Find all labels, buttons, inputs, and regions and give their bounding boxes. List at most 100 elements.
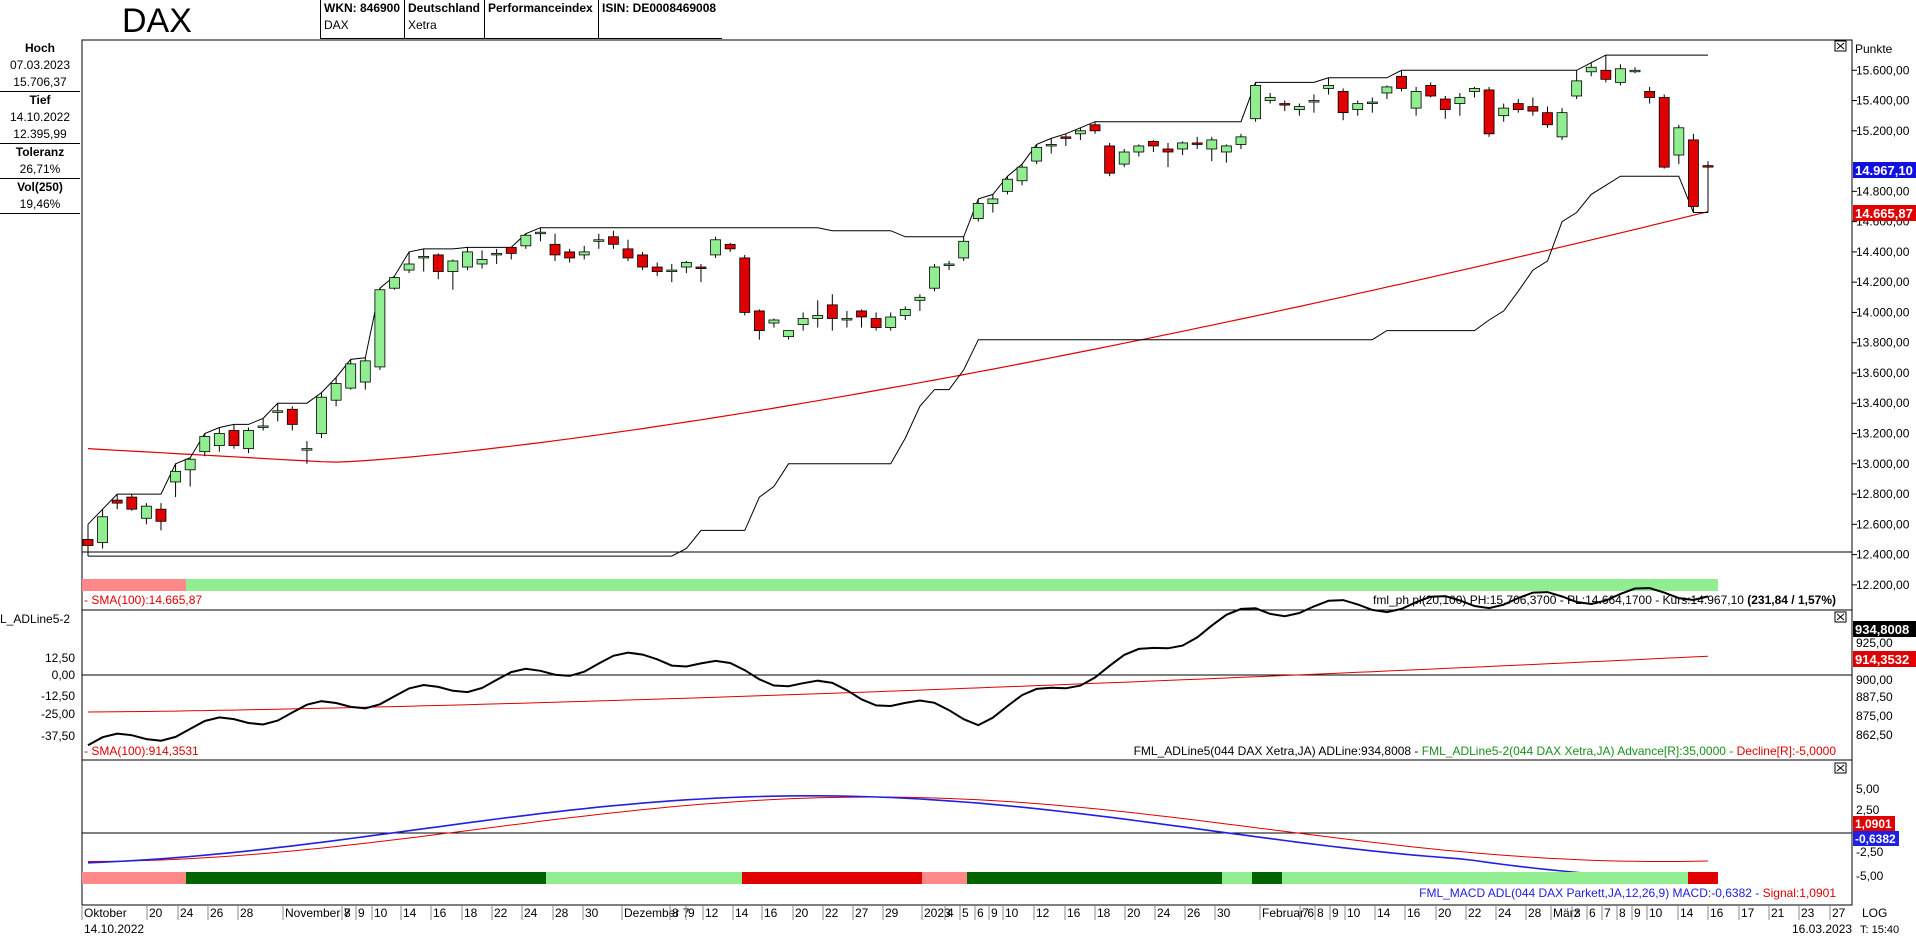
candle <box>257 425 269 428</box>
x-tick-label: Oktober <box>84 906 127 920</box>
x-tick-label: 24 <box>180 906 194 920</box>
candle <box>170 470 181 483</box>
exchange-label: Xetra <box>408 18 437 32</box>
candle <box>549 243 561 256</box>
price-tag: 14.967,10 <box>1853 162 1916 178</box>
x-tick-label: 10 <box>1649 906 1663 920</box>
macd-y-axis: 5,00 2,50 -2,50 -5,00 <box>1856 782 1884 883</box>
candle <box>1498 107 1510 117</box>
macd-status-bar <box>82 872 1718 884</box>
price-tag-text: 14.967,10 <box>1855 163 1913 178</box>
x-tick-label: 24 <box>524 906 538 920</box>
candle <box>812 315 824 319</box>
macd-signal-line <box>87 796 1709 862</box>
candle <box>1264 97 1276 101</box>
candle <box>1016 166 1028 182</box>
y-tick-label: 15.200,00 <box>1856 124 1910 138</box>
candle <box>330 383 342 401</box>
stat-high-value: 15.706,37 <box>13 75 67 89</box>
y-tick-label: 12.400,00 <box>1856 548 1910 562</box>
x-tick-label: 14 <box>1377 906 1391 920</box>
header-cell-exchange: Deutschland Xetra <box>404 0 484 39</box>
x-tick-label: 22 <box>1468 906 1482 920</box>
candle <box>768 319 780 324</box>
x-tick-label: 22 <box>825 906 839 920</box>
x-tick-label: November 7 <box>285 906 351 920</box>
candle <box>797 318 809 325</box>
x-tick-label: 7 <box>1604 906 1611 920</box>
x-tick-label: 26 <box>1187 906 1201 920</box>
x-axis: Oktober 20 24 26 28 November 78 9 10 14 16 18 22 24 2… <box>81 904 1852 920</box>
stat-low-label: Tief <box>29 93 51 107</box>
x-tick-label: 4 <box>947 906 954 920</box>
support-line <box>88 175 1708 557</box>
header-cell-type: Performanceindex <box>484 0 598 39</box>
adline-tick-right: 925,00 <box>1856 636 1893 650</box>
candle <box>856 310 867 318</box>
x-tick-label: 8 <box>672 906 679 920</box>
adline-legend-black: FML_ADLine5(044 DAX Xetra,JA) ADLine:934… <box>1134 744 1422 758</box>
macd-tick: 2,50 <box>1856 803 1880 817</box>
candle <box>1585 66 1597 73</box>
macd-legend: FML_MACD ADL(044 DAX Parkett,JA,12,26,9)… <box>1419 886 1836 900</box>
candle <box>199 436 211 453</box>
candle <box>1600 69 1612 80</box>
x-tick-label: 23 <box>1801 906 1815 920</box>
candle <box>1688 139 1699 207</box>
candle <box>1060 136 1072 139</box>
candle <box>1483 89 1495 135</box>
macd-status-segment <box>922 872 967 884</box>
x-tick-label: 9 <box>358 906 365 920</box>
stat-low-value: 12.395,99 <box>13 127 67 141</box>
candle <box>228 430 240 447</box>
candle <box>535 231 546 235</box>
header-cell-isin: ISIN: DE0008469008 <box>598 0 722 39</box>
sma-legend: - SMA(100):14.665,87 <box>84 593 202 607</box>
candle <box>1673 127 1685 156</box>
wkn-label: WKN: 846900 <box>324 1 401 15</box>
unit-label: Punkte <box>1855 42 1893 56</box>
log-label[interactable]: LOG <box>1862 906 1887 920</box>
adline-tick-right: 887,50 <box>1856 690 1893 704</box>
macd-status-segment <box>186 872 546 884</box>
close-icon[interactable] <box>1834 762 1847 774</box>
candle <box>1571 80 1583 97</box>
header: DAX WKN: 846900 DAX Deutschland Xetra Pe… <box>0 0 1916 40</box>
close-icon[interactable] <box>1834 40 1847 52</box>
adline-tick-left: -12,50 <box>41 689 75 703</box>
candle <box>841 318 853 321</box>
candle <box>578 251 590 256</box>
x-tick-label: 24 <box>1157 906 1171 920</box>
y-tick-label: 12.200,00 <box>1856 578 1910 592</box>
sma-tag-text: 14.665,87 <box>1855 206 1913 221</box>
candle <box>111 499 123 504</box>
adline-tag-black-text: 934,8008 <box>1855 622 1909 637</box>
candle <box>564 251 576 259</box>
y-tick-label: 14.800,00 <box>1856 184 1910 198</box>
x-tick-label: 9 <box>991 906 998 920</box>
candle <box>272 410 284 413</box>
x-tick-label: 9 <box>1634 906 1641 920</box>
candle <box>1629 69 1641 73</box>
adline-tick-left: 0,00 <box>52 668 76 682</box>
candle <box>1250 85 1261 120</box>
adline-pane-frame <box>81 609 1853 761</box>
x-tick-label: 8 <box>1317 906 1324 920</box>
candle <box>243 430 254 450</box>
adline-tick-left: -25,00 <box>41 707 75 721</box>
x-tick-label: 6 <box>977 906 984 920</box>
x-tick-label: 20 <box>1127 906 1141 920</box>
y-tick-label: 12.600,00 <box>1856 517 1910 531</box>
close-icon[interactable] <box>1834 611 1847 623</box>
x-tick-label: 10 <box>1005 906 1019 920</box>
candle <box>1075 130 1086 135</box>
x-tick-label: 7 <box>1302 906 1309 920</box>
candle <box>491 253 503 256</box>
macd-tag-blue-text: -0,6382 <box>1855 832 1896 846</box>
x-tick-label: 21 <box>1771 906 1785 920</box>
candle <box>1118 151 1130 165</box>
y-tick-label: 14.400,00 <box>1856 245 1910 259</box>
x-tick-label: Dezember 7 <box>624 906 690 920</box>
candle <box>1469 88 1480 92</box>
